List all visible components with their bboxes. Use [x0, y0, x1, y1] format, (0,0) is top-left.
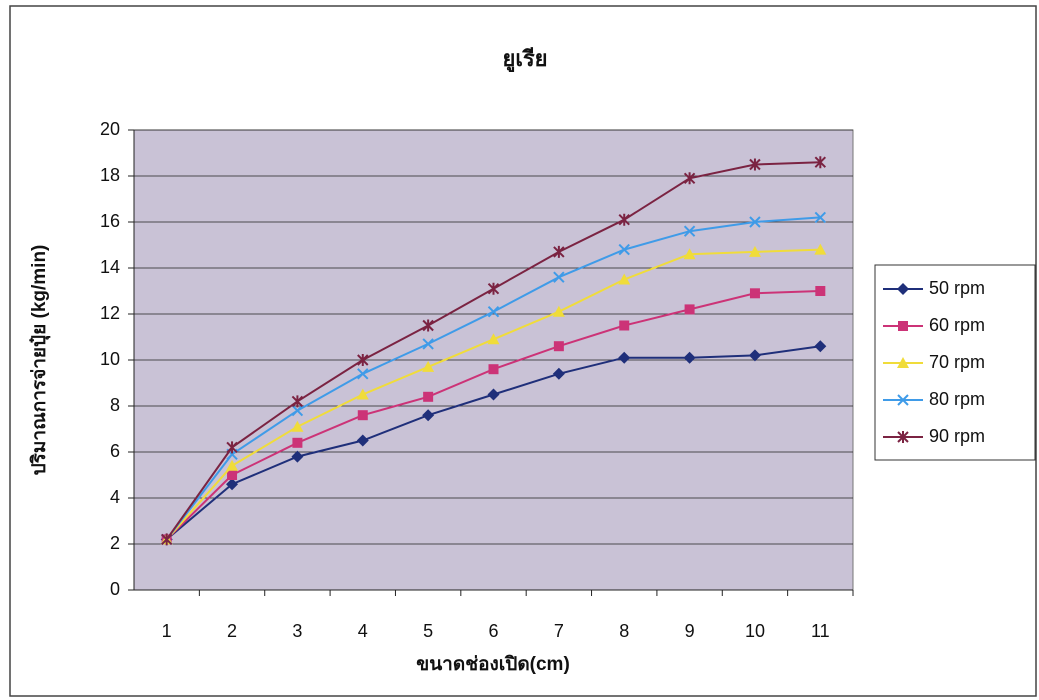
data-point — [749, 288, 760, 299]
data-point — [552, 305, 565, 317]
data-point — [814, 340, 827, 353]
data-point — [291, 404, 304, 417]
data-point — [226, 441, 238, 454]
x-tick-label: 11 — [811, 621, 830, 641]
data-point — [684, 304, 695, 315]
data-point — [814, 211, 827, 224]
data-point — [422, 319, 434, 332]
y-tick-label: 0 — [110, 579, 120, 599]
data-point — [422, 338, 434, 350]
data-point — [160, 533, 173, 546]
legend-label: 50 rpm — [929, 278, 985, 298]
data-point — [487, 388, 500, 401]
legend-marker — [897, 357, 909, 368]
y-tick-label: 6 — [110, 441, 120, 461]
x-axis-title: ขนาดช่องเปิด(cm) — [416, 654, 570, 675]
chart-title: ยูเรีย — [502, 46, 547, 73]
data-point — [488, 364, 499, 375]
data-point — [618, 243, 630, 256]
data-point — [357, 354, 369, 366]
x-tick-label: 2 — [227, 621, 237, 641]
data-point — [553, 245, 565, 258]
legend-label: 90 rpm — [929, 426, 985, 446]
data-point — [683, 225, 696, 237]
data-point — [553, 271, 565, 283]
data-point — [619, 320, 630, 331]
x-tick-label: 8 — [619, 621, 629, 641]
x-tick-label: 4 — [358, 621, 368, 641]
legend-marker — [897, 394, 909, 406]
x-tick-label: 5 — [423, 621, 433, 641]
y-axis-title: ปริมาณการจ่ายปุ๋ย (kg/min) — [29, 245, 51, 476]
data-point — [618, 213, 630, 226]
data-point — [291, 420, 304, 432]
y-tick-label: 10 — [100, 349, 120, 369]
data-point — [749, 216, 761, 228]
data-point — [618, 351, 631, 364]
data-point — [356, 388, 369, 400]
data-point — [683, 172, 696, 185]
legend-label: 70 rpm — [929, 352, 985, 372]
data-point — [552, 367, 565, 380]
x-tick-label: 7 — [554, 621, 564, 641]
y-tick-label: 14 — [100, 257, 120, 277]
data-point — [226, 478, 239, 491]
data-point — [422, 360, 435, 372]
data-point — [748, 245, 761, 257]
data-point — [815, 286, 826, 296]
data-point — [356, 434, 369, 447]
data-point — [487, 333, 500, 345]
data-point — [357, 368, 369, 380]
legend-marker — [897, 431, 909, 443]
data-point — [357, 410, 368, 421]
data-point — [814, 243, 827, 255]
x-tick-label: 3 — [292, 621, 302, 641]
data-point — [291, 450, 304, 463]
data-point — [749, 158, 761, 171]
data-point — [683, 248, 696, 260]
y-tick-label: 12 — [100, 303, 120, 323]
x-tick-label: 6 — [488, 621, 498, 641]
data-point — [227, 470, 238, 480]
y-tick-label: 4 — [110, 487, 120, 507]
legend-marker — [897, 283, 909, 295]
data-point — [748, 349, 761, 362]
data-point — [487, 305, 500, 318]
data-point — [487, 282, 500, 295]
legend-label: 80 rpm — [929, 389, 985, 409]
data-point — [226, 459, 239, 471]
x-tick-label: 1 — [162, 621, 172, 641]
data-point — [618, 273, 631, 285]
y-tick-label: 16 — [100, 211, 120, 231]
data-point — [422, 409, 435, 422]
data-point — [553, 341, 564, 352]
x-tick-label: 9 — [685, 621, 695, 641]
y-tick-label: 8 — [110, 395, 120, 415]
x-tick-label: 10 — [745, 621, 765, 641]
y-tick-label: 20 — [100, 119, 120, 139]
data-point — [423, 391, 434, 402]
data-point — [814, 156, 827, 169]
data-point — [292, 437, 303, 448]
data-point — [683, 351, 696, 364]
legend-marker — [898, 321, 908, 331]
data-point — [291, 395, 304, 408]
y-tick-label: 2 — [110, 533, 120, 553]
legend-label: 60 rpm — [929, 315, 985, 335]
y-tick-label: 18 — [100, 165, 120, 185]
